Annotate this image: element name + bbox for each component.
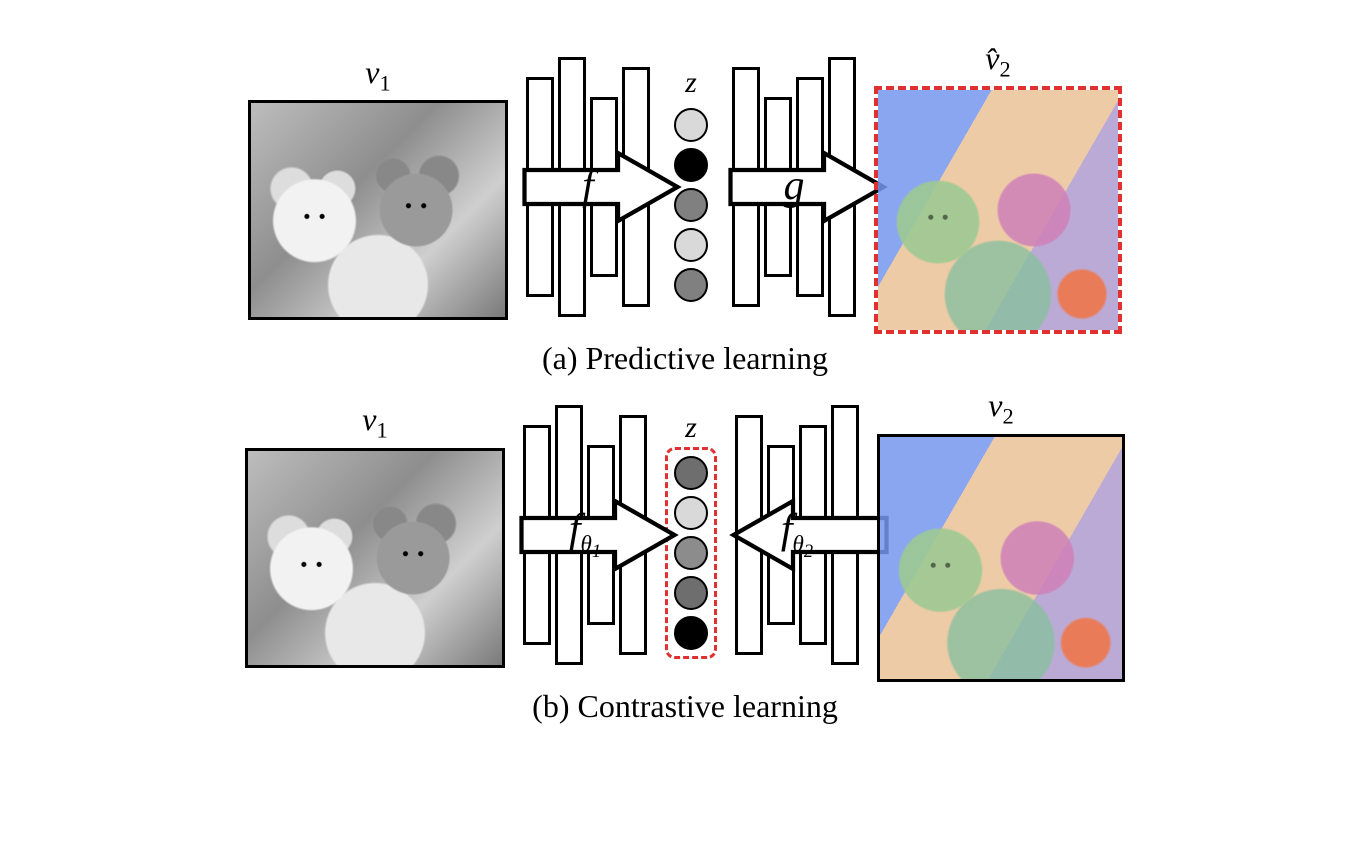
z-label-b: z bbox=[685, 411, 697, 445]
decoder-bar bbox=[732, 67, 760, 307]
encoder-bar bbox=[831, 405, 859, 665]
panel-a-row: v1 f z bbox=[40, 40, 1330, 334]
z-dot bbox=[674, 148, 708, 182]
decoder-bar bbox=[828, 57, 856, 317]
left-encoder-bars: fθ1 bbox=[523, 405, 647, 665]
input-label-b: v1 bbox=[362, 401, 387, 443]
output-image-dashed bbox=[874, 86, 1122, 334]
colorized-view2-image bbox=[880, 437, 1122, 679]
panel-predictive: v1 f z bbox=[40, 40, 1330, 377]
encoder-bar bbox=[558, 57, 586, 317]
encoder-bar bbox=[587, 445, 615, 625]
z-label: z bbox=[685, 66, 697, 100]
output-image-block-b: v2 bbox=[877, 387, 1125, 681]
output-label: v̂2 bbox=[985, 40, 1010, 82]
panel-a-caption: (a) Predictive learning bbox=[40, 340, 1330, 377]
panel-contrastive: v1 fθ1 z bbox=[40, 387, 1330, 724]
encoder-bar bbox=[555, 405, 583, 665]
z-dot bbox=[674, 536, 708, 570]
encoder-bar bbox=[735, 415, 763, 655]
z-dot bbox=[674, 456, 708, 490]
z-dot bbox=[674, 188, 708, 222]
grayscale-teddy-image bbox=[248, 451, 502, 665]
decoder-bar bbox=[796, 77, 824, 297]
z-dot bbox=[674, 496, 708, 530]
input-image-b bbox=[245, 448, 505, 668]
output-label-b: v2 bbox=[988, 387, 1013, 429]
input-image-block: v1 bbox=[248, 54, 508, 320]
z-dot bbox=[674, 616, 708, 650]
encoder-bar bbox=[523, 425, 551, 645]
decoder-bars: g bbox=[732, 57, 856, 317]
z-vector-block: z bbox=[668, 66, 714, 308]
output-image-b bbox=[877, 434, 1125, 682]
z-dot bbox=[674, 268, 708, 302]
right-encoder-bars: fθ2 bbox=[735, 405, 859, 665]
z-vector bbox=[668, 102, 714, 308]
grayscale-teddy-image bbox=[251, 103, 505, 317]
input-image bbox=[248, 100, 508, 320]
encoder-bar bbox=[622, 67, 650, 307]
panel-b-caption: (b) Contrastive learning bbox=[40, 688, 1330, 725]
input-image-block-b: v1 bbox=[245, 401, 505, 667]
encoder-bar bbox=[799, 425, 827, 645]
encoder-bar bbox=[590, 97, 618, 277]
z-dot bbox=[674, 108, 708, 142]
z-dot bbox=[674, 576, 708, 610]
encoder-bars: f bbox=[526, 57, 650, 317]
z-vector-highlighted bbox=[665, 447, 717, 659]
input-label: v1 bbox=[365, 54, 390, 96]
z-dot bbox=[674, 228, 708, 262]
colorized-output-image bbox=[878, 90, 1118, 330]
panel-b-row: v1 fθ1 z bbox=[40, 387, 1330, 681]
decoder-bar bbox=[764, 97, 792, 277]
encoder-bar bbox=[767, 445, 795, 625]
output-image-block: v̂2 bbox=[874, 40, 1122, 334]
encoder-bar bbox=[619, 415, 647, 655]
z-vector-block-b: z bbox=[665, 411, 717, 659]
encoder-bar bbox=[526, 77, 554, 297]
